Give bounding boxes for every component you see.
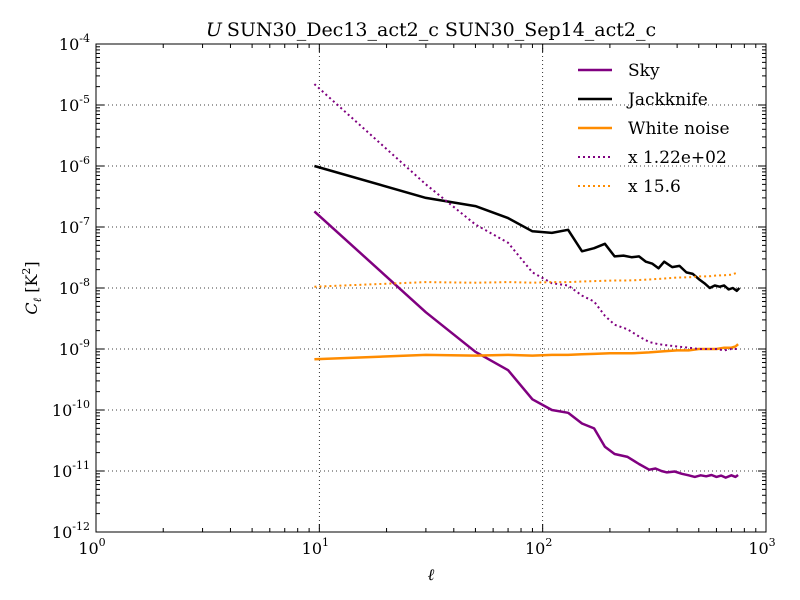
tick-layer: 100 101 102 103 10-12 10-11 10-10 10-9 10-8 10-7 1…: [52, 32, 776, 558]
x-tick-label: 101: [302, 536, 329, 558]
legend-label-sky: Sky: [628, 61, 660, 81]
chart-title-prefix: U: [206, 19, 223, 41]
series-line-sky: [313, 210, 739, 479]
y-tick-label: 10-8: [59, 276, 90, 298]
series-line-white-noise: [314, 343, 739, 361]
y-tick-label: 10-5: [59, 93, 90, 115]
chart-title: U SUN30_Dec13_act2_c SUN30_Sep14_act2_c: [206, 19, 656, 41]
y-tick-label: 10-11: [52, 459, 90, 481]
y-tick-label: 10-10: [52, 398, 90, 420]
grid-layer: [96, 44, 766, 532]
y-axis-label-units-close: ]: [22, 261, 41, 267]
y-axis-label-subscript: ℓ: [31, 297, 44, 302]
x-tick-label: 100: [78, 536, 105, 558]
x-axis-label: ℓ: [428, 565, 435, 584]
y-axis-label-units-exp: 2: [20, 268, 33, 275]
legend-label-jackknife: Jackknife: [626, 90, 708, 110]
legend: Sky Jackknife White noise x 1.22e+02 x 15.6: [578, 61, 730, 197]
legend-label-x-1-22e-02: x 1.22e+02: [628, 148, 727, 168]
series-line-jackknife: [314, 164, 741, 293]
y-axis-label: Cℓ [K2]: [20, 261, 44, 314]
y-tick-label: 10-9: [59, 337, 90, 359]
series-line-x-15-6: [314, 271, 739, 288]
series-line-x-1-22e-02: [313, 83, 739, 352]
x-tick-label: 103: [748, 536, 775, 558]
chart-title-main: SUN30_Dec13_act2_c SUN30_Sep14_act2_c: [227, 19, 656, 41]
legend-label-white-noise: White noise: [628, 119, 730, 139]
y-tick-label: 10-6: [59, 154, 90, 176]
y-tick-label: 10-7: [59, 215, 90, 237]
y-tick-label: 10-12: [52, 520, 90, 542]
x-tick-label: 102: [525, 536, 552, 558]
legend-items: Sky Jackknife White noise x 1.22e+02 x 15.6: [578, 61, 730, 197]
series-layer: [313, 83, 741, 479]
y-axis-label-units: [K: [22, 274, 41, 293]
y-tick-label: 10-4: [59, 32, 90, 54]
legend-label-x-15-6: x 15.6: [628, 177, 681, 197]
y-axis-label-symbol: C: [22, 302, 41, 314]
